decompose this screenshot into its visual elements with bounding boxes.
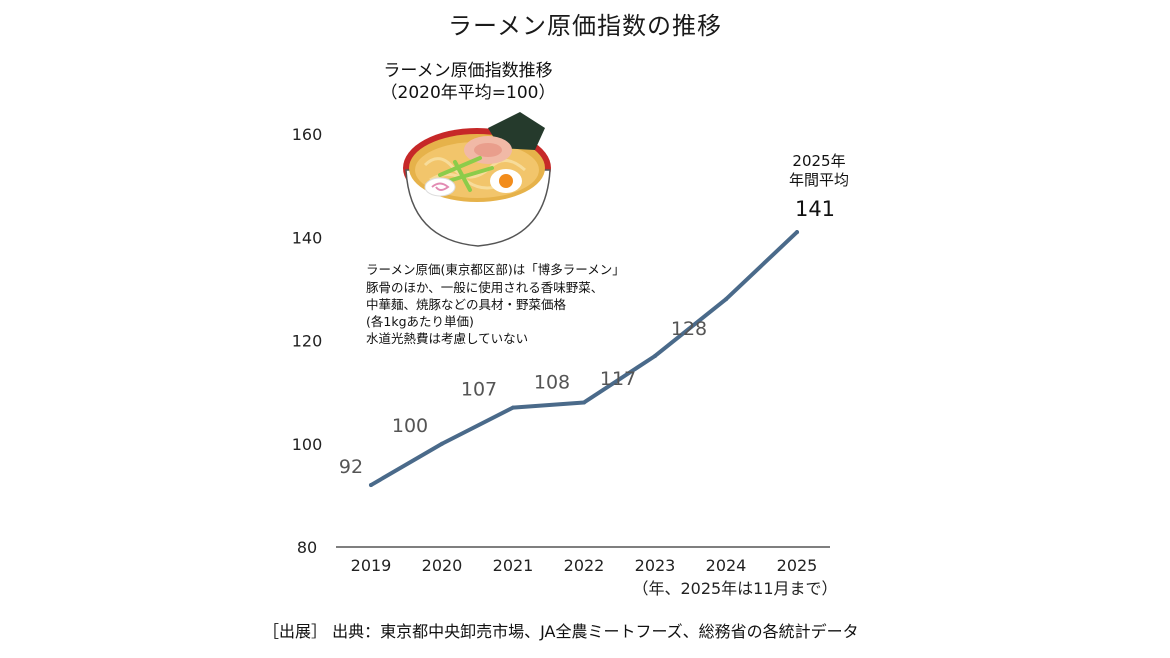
- callout-value: 141: [795, 197, 835, 221]
- data-label: 117: [600, 368, 636, 390]
- data-labels: 92 100 107 108 117 128: [339, 318, 707, 478]
- data-label: 107: [461, 379, 497, 401]
- x-tick-label: 2020: [422, 556, 463, 575]
- y-tick-label: 80: [297, 538, 317, 557]
- callout-line2: 年間平均: [789, 171, 849, 189]
- chart-title: ラーメン原価指数の推移: [447, 12, 723, 40]
- data-point: [653, 353, 657, 358]
- y-tick-label: 160: [292, 125, 323, 144]
- ramen-bowl-icon: [403, 112, 551, 247]
- data-label: 92: [339, 456, 363, 478]
- data-point: [795, 230, 799, 235]
- x-tick-label: 2024: [706, 556, 747, 575]
- note-line-4: (各1kgあたり単価): [366, 314, 474, 329]
- data-point: [511, 405, 515, 410]
- data-label: 100: [392, 415, 428, 437]
- data-label: 128: [671, 318, 707, 340]
- data-point: [369, 483, 373, 488]
- axes: 80 100 120 140 160 2019 2020 2021 2022 2023 2024 20…: [292, 125, 830, 575]
- callout-line1: 2025年: [792, 152, 845, 170]
- note-line-2: 豚骨のほか、一般に使用される香味野菜、: [366, 280, 603, 295]
- source-note: ［出展］ 出典：東京都中央卸売市場、JA全農ミートフーズ、総務省の各統計データ: [263, 622, 859, 641]
- x-tick-label: 2025: [777, 556, 818, 575]
- data-point: [724, 297, 728, 302]
- x-tick-label: 2019: [351, 556, 392, 575]
- y-tick-label: 100: [292, 435, 323, 454]
- inset-title-line2: （2020年平均=100）: [381, 83, 556, 103]
- note-line-5: 水道光熱費は考慮していない: [366, 331, 528, 346]
- y-tick-label: 140: [292, 228, 323, 247]
- data-point: [582, 400, 586, 405]
- data-label: 108: [534, 371, 570, 393]
- y-tick-label: 120: [292, 332, 323, 351]
- inset-title-line1: ラーメン原価指数推移: [383, 61, 552, 81]
- note-line-3: 中華麺、焼豚などの具材・野菜価格: [366, 297, 567, 312]
- x-tick-label: 2021: [493, 556, 534, 575]
- x-tick-label: 2023: [635, 556, 676, 575]
- note-line-1: ラーメン原価(東京都区部)は「博多ラーメン」: [366, 262, 625, 277]
- series: [369, 230, 799, 488]
- data-point: [440, 441, 444, 446]
- x-axis-note: （年、2025年は11月まで）: [632, 579, 837, 598]
- x-tick-label: 2022: [564, 556, 605, 575]
